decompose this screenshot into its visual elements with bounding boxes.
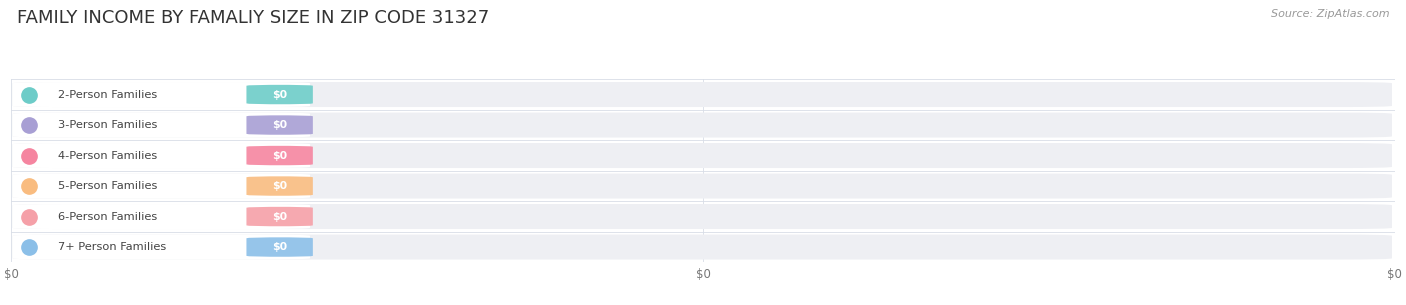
FancyBboxPatch shape xyxy=(13,113,311,138)
FancyBboxPatch shape xyxy=(13,143,1392,168)
Text: $0: $0 xyxy=(273,151,287,160)
FancyBboxPatch shape xyxy=(246,207,314,226)
Text: 2-Person Families: 2-Person Families xyxy=(58,90,157,99)
FancyBboxPatch shape xyxy=(13,174,311,199)
Text: FAMILY INCOME BY FAMALIY SIZE IN ZIP CODE 31327: FAMILY INCOME BY FAMALIY SIZE IN ZIP COD… xyxy=(17,9,489,27)
Text: 3-Person Families: 3-Person Families xyxy=(58,120,157,130)
FancyBboxPatch shape xyxy=(13,143,311,168)
FancyBboxPatch shape xyxy=(246,237,314,257)
FancyBboxPatch shape xyxy=(13,82,311,107)
FancyBboxPatch shape xyxy=(13,235,1392,260)
FancyBboxPatch shape xyxy=(13,82,1392,107)
Text: $0: $0 xyxy=(273,212,287,221)
Text: $0: $0 xyxy=(273,242,287,252)
FancyBboxPatch shape xyxy=(246,146,314,165)
Text: 5-Person Families: 5-Person Families xyxy=(58,181,157,191)
Text: 7+ Person Families: 7+ Person Families xyxy=(58,242,166,252)
Text: Source: ZipAtlas.com: Source: ZipAtlas.com xyxy=(1271,9,1389,19)
FancyBboxPatch shape xyxy=(246,115,314,135)
FancyBboxPatch shape xyxy=(13,204,1392,229)
FancyBboxPatch shape xyxy=(13,204,311,229)
FancyBboxPatch shape xyxy=(246,176,314,196)
FancyBboxPatch shape xyxy=(13,113,1392,138)
FancyBboxPatch shape xyxy=(13,235,311,260)
Text: 4-Person Families: 4-Person Families xyxy=(58,151,157,160)
Text: $0: $0 xyxy=(273,181,287,191)
Text: 6-Person Families: 6-Person Families xyxy=(58,212,157,221)
FancyBboxPatch shape xyxy=(13,174,1392,199)
FancyBboxPatch shape xyxy=(246,85,314,104)
Text: $0: $0 xyxy=(273,120,287,130)
Text: $0: $0 xyxy=(273,90,287,99)
